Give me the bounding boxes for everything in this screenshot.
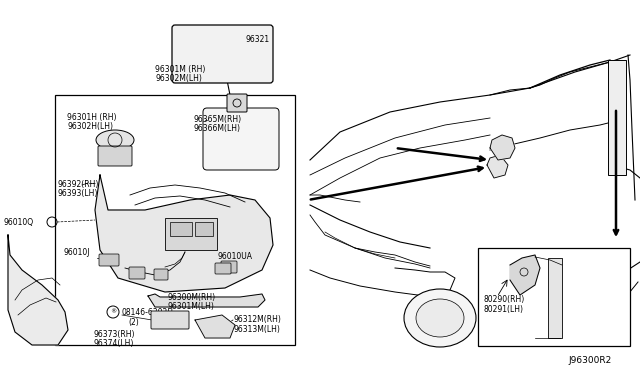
FancyBboxPatch shape bbox=[215, 263, 231, 274]
FancyBboxPatch shape bbox=[203, 108, 279, 170]
FancyBboxPatch shape bbox=[151, 311, 189, 329]
Text: 96312M(RH): 96312M(RH) bbox=[233, 315, 281, 324]
Text: 96010Q: 96010Q bbox=[4, 218, 34, 227]
FancyBboxPatch shape bbox=[227, 94, 247, 112]
Bar bbox=[170, 222, 192, 236]
Ellipse shape bbox=[416, 299, 464, 337]
Text: 96300M(RH): 96300M(RH) bbox=[168, 293, 216, 302]
Bar bbox=[55, 95, 295, 345]
Bar bbox=[165, 218, 217, 250]
FancyBboxPatch shape bbox=[221, 261, 237, 273]
Polygon shape bbox=[195, 315, 235, 338]
Text: 96321: 96321 bbox=[245, 35, 269, 44]
Text: 96366M(LH): 96366M(LH) bbox=[193, 124, 240, 133]
Bar bbox=[548, 258, 562, 338]
Bar bbox=[608, 60, 626, 175]
Text: J96300R2: J96300R2 bbox=[568, 356, 611, 365]
Text: 08146-6302H: 08146-6302H bbox=[122, 308, 174, 317]
FancyBboxPatch shape bbox=[99, 254, 119, 266]
Text: 96301M(LH): 96301M(LH) bbox=[168, 302, 215, 311]
Polygon shape bbox=[148, 294, 265, 307]
Text: 80291(LH): 80291(LH) bbox=[484, 305, 524, 314]
Text: 96301H (RH): 96301H (RH) bbox=[67, 113, 116, 122]
Text: 96374(LH): 96374(LH) bbox=[93, 339, 133, 348]
Ellipse shape bbox=[404, 289, 476, 347]
Text: 96373(RH): 96373(RH) bbox=[93, 330, 134, 339]
Polygon shape bbox=[490, 135, 515, 160]
Text: 96365M(RH): 96365M(RH) bbox=[193, 115, 241, 124]
Bar bbox=[195, 222, 213, 236]
Text: 96010J: 96010J bbox=[63, 248, 90, 257]
Polygon shape bbox=[8, 235, 68, 345]
Text: 96313M(LH): 96313M(LH) bbox=[233, 325, 280, 334]
Text: 96393(LH): 96393(LH) bbox=[57, 189, 97, 198]
Text: 96392(RH): 96392(RH) bbox=[57, 180, 99, 189]
Polygon shape bbox=[95, 175, 273, 292]
Text: 96301M (RH): 96301M (RH) bbox=[155, 65, 205, 74]
Text: 96302H(LH): 96302H(LH) bbox=[67, 122, 113, 131]
Text: 96010UA: 96010UA bbox=[218, 252, 253, 261]
Bar bbox=[478, 248, 630, 346]
Text: 80290(RH): 80290(RH) bbox=[484, 295, 525, 304]
Polygon shape bbox=[510, 255, 540, 295]
Text: ®: ® bbox=[110, 310, 116, 314]
FancyBboxPatch shape bbox=[129, 267, 145, 279]
Text: (2): (2) bbox=[128, 318, 139, 327]
Polygon shape bbox=[487, 155, 508, 178]
FancyBboxPatch shape bbox=[154, 269, 168, 280]
FancyBboxPatch shape bbox=[172, 25, 273, 83]
Text: 96302M(LH): 96302M(LH) bbox=[155, 74, 202, 83]
FancyBboxPatch shape bbox=[98, 146, 132, 166]
Ellipse shape bbox=[96, 130, 134, 150]
